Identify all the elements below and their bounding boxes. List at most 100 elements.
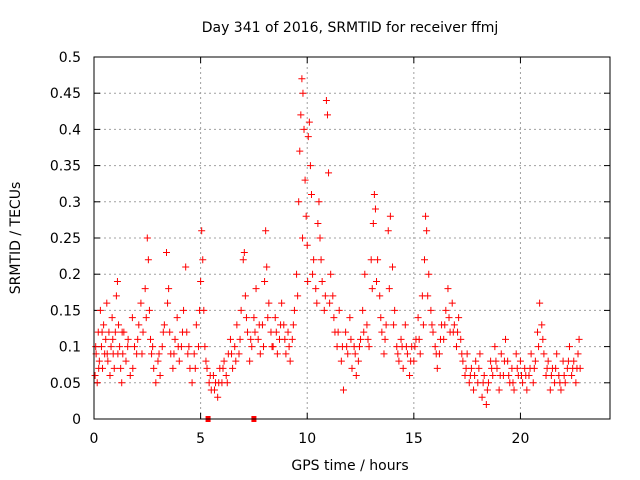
data-point bbox=[248, 343, 256, 351]
data-point bbox=[531, 357, 539, 365]
data-point bbox=[389, 263, 397, 271]
x-tick-label: 10 bbox=[298, 431, 316, 447]
data-point bbox=[105, 328, 113, 336]
data-point bbox=[337, 357, 345, 365]
data-point bbox=[322, 96, 330, 104]
data-point bbox=[334, 328, 342, 336]
data-point bbox=[111, 328, 119, 336]
data-point bbox=[197, 277, 205, 285]
data-point bbox=[182, 263, 190, 271]
data-point bbox=[553, 350, 561, 358]
data-point bbox=[194, 343, 202, 351]
data-point bbox=[268, 343, 276, 351]
data-point bbox=[210, 386, 218, 394]
data-point bbox=[289, 321, 297, 329]
data-point bbox=[547, 372, 555, 380]
data-point bbox=[519, 379, 527, 387]
data-point bbox=[371, 205, 379, 213]
data-point bbox=[316, 234, 324, 242]
data-point bbox=[298, 75, 306, 83]
data-point bbox=[325, 169, 333, 177]
data-points bbox=[91, 75, 584, 422]
data-point bbox=[376, 292, 384, 300]
data-point bbox=[360, 328, 368, 336]
data-point bbox=[529, 379, 537, 387]
data-point bbox=[575, 335, 583, 343]
y-tick-label: 0.15 bbox=[50, 303, 81, 319]
data-point bbox=[260, 343, 268, 351]
y-tick-label: 0.45 bbox=[50, 86, 81, 102]
data-point bbox=[344, 350, 352, 358]
data-point bbox=[142, 314, 150, 322]
x-tick-labels: 0 5 10 15 20 bbox=[90, 431, 530, 447]
data-point bbox=[534, 328, 542, 336]
data-point bbox=[199, 256, 207, 264]
data-point bbox=[419, 321, 427, 329]
data-point bbox=[148, 350, 156, 358]
data-point bbox=[556, 379, 564, 387]
data-point bbox=[154, 357, 162, 365]
data-point bbox=[104, 357, 112, 365]
data-point bbox=[429, 328, 437, 336]
data-point bbox=[512, 350, 520, 358]
data-point bbox=[198, 227, 206, 235]
y-tick-labels: 0 0.05 0.1 0.15 0.2 0.25 0.3 0.35 0.4 0.45 0.5 bbox=[50, 50, 81, 428]
data-point bbox=[540, 350, 548, 358]
data-point bbox=[471, 372, 479, 380]
data-point bbox=[364, 335, 372, 343]
data-point bbox=[263, 263, 271, 271]
data-point bbox=[574, 350, 582, 358]
data-point bbox=[384, 227, 392, 235]
data-point bbox=[178, 328, 186, 336]
data-point bbox=[315, 198, 323, 206]
data-point bbox=[297, 111, 305, 119]
data-point bbox=[124, 343, 132, 351]
data-point bbox=[502, 335, 510, 343]
data-point bbox=[239, 256, 247, 264]
data-point bbox=[203, 364, 211, 372]
data-point bbox=[480, 372, 488, 380]
data-point bbox=[407, 357, 415, 365]
data-point bbox=[95, 357, 103, 365]
data-point bbox=[450, 321, 458, 329]
data-point bbox=[318, 277, 326, 285]
data-point bbox=[568, 372, 576, 380]
data-point bbox=[306, 162, 314, 170]
data-point bbox=[401, 321, 409, 329]
data-point bbox=[314, 220, 322, 228]
data-point bbox=[285, 343, 293, 351]
data-point bbox=[231, 343, 239, 351]
data-point bbox=[185, 343, 193, 351]
data-point bbox=[299, 234, 307, 242]
data-point bbox=[382, 321, 390, 329]
grid-lines bbox=[94, 57, 610, 419]
data-point bbox=[373, 277, 381, 285]
data-point bbox=[523, 386, 531, 394]
data-point bbox=[152, 379, 160, 387]
data-point bbox=[137, 299, 145, 307]
data-point bbox=[226, 335, 234, 343]
data-point bbox=[115, 321, 123, 329]
data-point bbox=[304, 277, 312, 285]
data-point bbox=[126, 372, 134, 380]
data-point bbox=[343, 343, 351, 351]
data-point bbox=[118, 328, 126, 336]
data-point bbox=[174, 343, 182, 351]
data-point bbox=[113, 277, 121, 285]
x-tick-label: 5 bbox=[196, 431, 205, 447]
data-point bbox=[482, 401, 490, 409]
data-point bbox=[441, 321, 449, 329]
data-point bbox=[363, 321, 371, 329]
data-point bbox=[478, 393, 486, 401]
data-point bbox=[378, 328, 386, 336]
y-tick-label: 0.25 bbox=[50, 231, 81, 247]
data-point bbox=[196, 306, 204, 314]
data-point bbox=[107, 343, 115, 351]
data-point bbox=[500, 357, 508, 365]
data-point bbox=[536, 299, 544, 307]
data-point bbox=[160, 321, 168, 329]
data-point bbox=[175, 357, 183, 365]
data-point bbox=[312, 285, 320, 293]
data-point bbox=[445, 314, 453, 322]
data-point bbox=[262, 227, 270, 235]
